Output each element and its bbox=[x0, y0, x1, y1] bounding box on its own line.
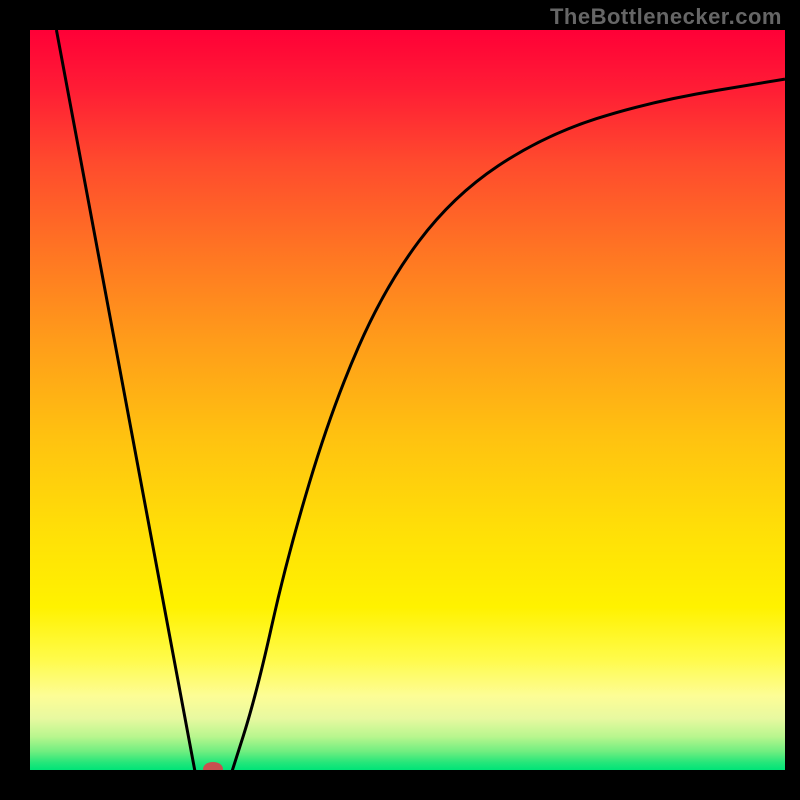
plot-area bbox=[30, 30, 785, 770]
watermark-text: TheBottlenecker.com bbox=[550, 4, 782, 30]
bottleneck-curve bbox=[30, 30, 785, 770]
chart-container: TheBottlenecker.com bbox=[0, 0, 800, 800]
curve-path bbox=[56, 30, 785, 770]
